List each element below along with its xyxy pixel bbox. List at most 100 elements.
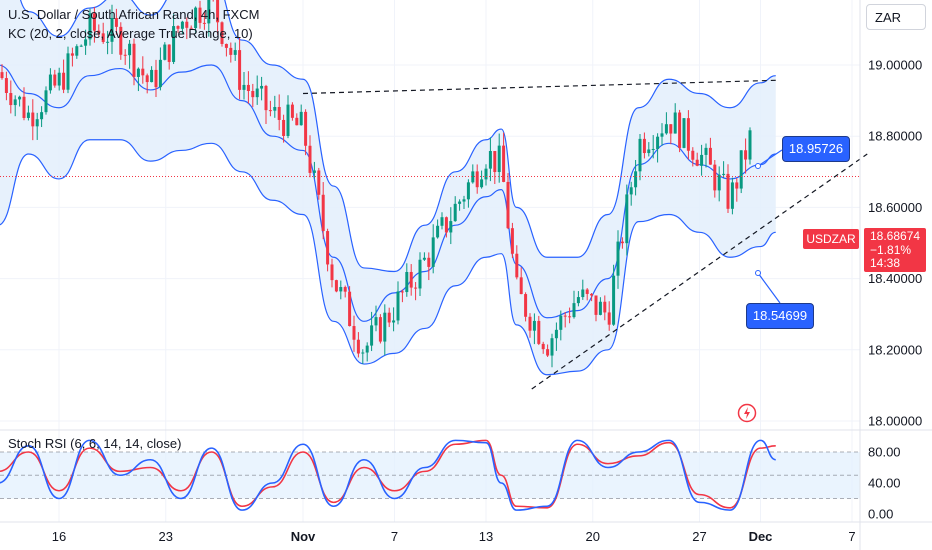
candle-up: [660, 133, 664, 137]
candle-up: [84, 39, 88, 46]
candle-down: [475, 171, 479, 188]
candle-down: [246, 84, 250, 92]
candle-down: [22, 96, 26, 118]
candle-up: [273, 106, 277, 111]
candle-up: [748, 130, 752, 160]
candle-up: [449, 221, 453, 233]
candle-down: [607, 312, 611, 325]
candle-down: [343, 287, 347, 292]
candle-up: [79, 45, 83, 47]
candle-down: [356, 339, 360, 354]
candle-down: [167, 44, 171, 62]
candle-down: [502, 145, 506, 182]
trendlines[interactable]: [302, 79, 868, 390]
candle-down: [537, 320, 541, 344]
candle-up: [625, 194, 629, 244]
candle-down: [669, 124, 673, 134]
candle-down: [216, 0, 220, 23]
candle-down: [444, 217, 448, 233]
candle-down: [348, 291, 352, 327]
price-tick-label: 18.20000: [868, 342, 922, 357]
candle-up: [418, 259, 422, 289]
candle-up: [255, 88, 259, 98]
candle-down: [506, 181, 510, 229]
candle-down: [176, 26, 180, 29]
candle-up: [730, 182, 734, 209]
candle-up: [471, 171, 475, 183]
candle-up: [383, 312, 387, 342]
candle-down: [251, 91, 255, 98]
candle-up: [422, 257, 426, 260]
candle-up: [286, 104, 290, 136]
candle-up: [462, 199, 466, 202]
stoch-tick-label: 40.00: [868, 476, 901, 491]
time-tick-label: Nov: [291, 529, 316, 544]
resistance-callout[interactable]: 18.95726: [782, 136, 850, 162]
candle-up: [26, 112, 30, 118]
time-tick-label: 7: [391, 529, 398, 544]
candle-up: [458, 201, 462, 204]
candle-down: [326, 231, 330, 265]
candle-up: [739, 150, 743, 189]
candle-up: [180, 21, 184, 29]
stoch-rsi-label: Stoch RSI (6, 6, 14, 14, close): [8, 436, 182, 451]
flash-icon[interactable]: [737, 403, 757, 423]
candle-down: [132, 43, 136, 77]
candle-up: [453, 203, 457, 222]
candle-up: [66, 53, 70, 90]
time-tick-label: Dec: [749, 529, 773, 544]
candle-down: [238, 50, 242, 90]
candle-down: [642, 138, 646, 154]
candle-up: [44, 90, 48, 113]
candle-down: [510, 228, 514, 254]
candle-up: [396, 291, 400, 321]
candle-down: [541, 343, 545, 350]
bar-countdown: 14:38: [870, 256, 901, 270]
candle-down: [493, 151, 497, 173]
candle-up: [682, 118, 686, 148]
candle-down: [519, 277, 523, 295]
candles: [0, 0, 860, 368]
indicator-label: KC (20, 2, close, Average True Range, 10…: [8, 26, 253, 41]
candle-down: [334, 280, 338, 292]
resistance-anchor: [755, 163, 761, 169]
candle-up: [559, 315, 563, 330]
candle-down: [198, 7, 202, 23]
candle-up: [638, 138, 642, 172]
candle-up: [365, 345, 369, 353]
candle-down: [0, 72, 4, 79]
candle-up: [550, 338, 554, 356]
candle-up: [466, 182, 470, 200]
candle-up: [598, 301, 602, 315]
support-callout[interactable]: 18.54699: [746, 303, 814, 329]
candle-up: [106, 41, 110, 43]
candle-down: [546, 349, 550, 356]
candle-up: [75, 46, 79, 56]
candle-down: [590, 293, 594, 296]
candle-up: [664, 124, 668, 134]
candle-up: [572, 303, 576, 318]
candle-up: [700, 154, 704, 166]
candle-down: [101, 33, 105, 42]
keltner-upper-line: [20, 0, 776, 273]
candle-up: [440, 217, 444, 226]
candle-down: [400, 291, 404, 293]
candle-up: [172, 26, 176, 62]
candle-down: [123, 54, 127, 56]
keltner-channel-fill: [0, 0, 776, 375]
stoch-rsi-pane: [0, 439, 860, 511]
candle-down: [713, 164, 717, 191]
candle-down: [528, 316, 532, 331]
candle-down: [330, 264, 334, 281]
support-value: 18.54699: [752, 308, 808, 323]
candle-down: [515, 253, 519, 278]
candle-up: [392, 320, 396, 323]
currency-button[interactable]: ZAR: [866, 4, 926, 30]
time-tick-label: 7: [848, 529, 855, 544]
resistance-callout-leader: [757, 149, 783, 167]
candle-up: [431, 237, 435, 267]
candle-down: [726, 173, 730, 209]
candle-down: [9, 92, 13, 106]
